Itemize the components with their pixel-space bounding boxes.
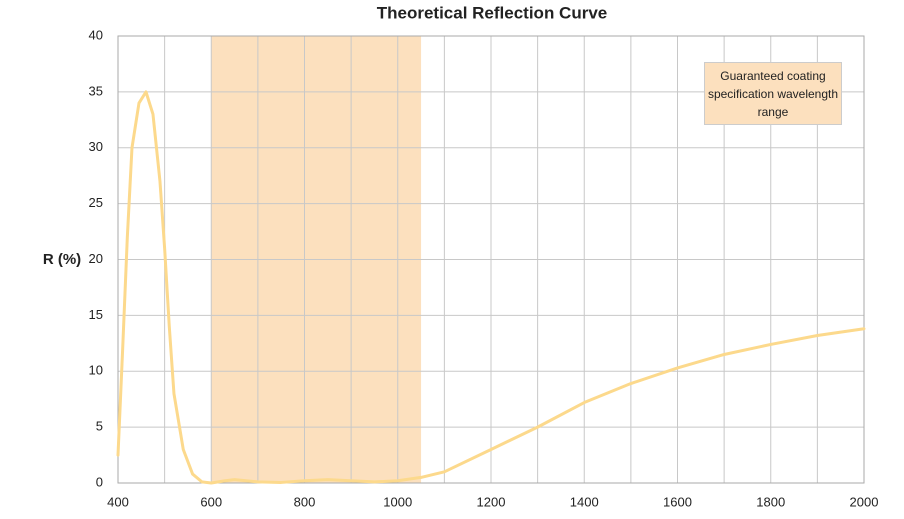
x-tick-label: 2000	[850, 494, 879, 509]
y-tick-label: 0	[96, 474, 103, 489]
y-tick-label: 15	[89, 307, 103, 322]
x-tick-label: 400	[107, 494, 129, 509]
x-tick-label: 1400	[570, 494, 599, 509]
band-label: Guaranteed coating specification wavelen…	[704, 62, 842, 125]
line	[116, 90, 866, 485]
plot-frame	[117, 35, 865, 484]
x-tick-label: 1000	[383, 494, 412, 509]
x-tick-label: 600	[200, 494, 222, 509]
x-tick-label: 1200	[477, 494, 506, 509]
y-tick-label: 35	[89, 83, 103, 98]
y-tick-label: 30	[89, 139, 103, 154]
chart-title: Theoretical Reflection Curve	[377, 3, 608, 22]
y-tick-label: 40	[89, 27, 103, 42]
x-tick-label: 800	[294, 494, 316, 509]
x-tick-label: 1800	[756, 494, 785, 509]
y-axis-label: R (%)	[43, 251, 81, 268]
y-tick-label: 5	[96, 419, 103, 434]
x-tick-label: 1600	[663, 494, 692, 509]
y-tick-label: 25	[89, 195, 103, 210]
y-tick-label: 10	[89, 363, 103, 378]
y-tick-label: 20	[89, 251, 103, 266]
